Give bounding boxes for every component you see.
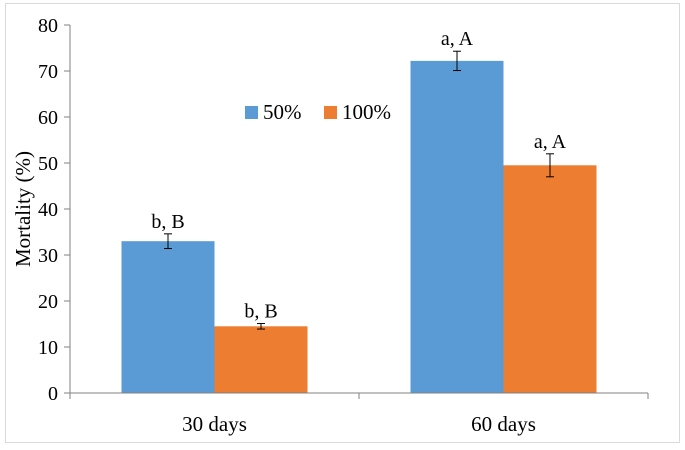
data-labels: b, B b, B a, A a, A [151,28,566,322]
y-tick-label: 20 [38,291,58,313]
data-label: b, B [151,211,184,233]
legend: 50% 100% [245,100,391,124]
x-category-labels: 30 days 60 days [182,412,536,436]
y-tick-label: 80 [38,15,58,37]
bar [503,165,597,393]
legend-swatch-50 [245,106,258,119]
bars-layer [121,50,597,393]
legend-label-50: 50% [263,100,302,124]
y-tick-label: 10 [38,337,58,359]
y-tick-label: 0 [48,383,58,405]
y-tick-label: 60 [38,107,58,129]
data-label: a, A [441,28,474,50]
data-label: b, B [244,301,277,323]
legend-label-100: 100% [342,100,391,124]
x-category-label: 30 days [182,412,247,436]
bar [121,241,215,393]
bar [214,326,308,393]
y-ticks: 0 10 20 30 40 50 60 70 80 [38,15,649,405]
chart-frame [5,3,680,443]
legend-swatch-100 [324,106,337,119]
y-tick-label: 70 [38,61,58,83]
data-label: a, A [534,131,567,153]
bar [410,60,504,393]
y-tick-label: 50 [38,153,58,175]
y-tick-label: 40 [38,199,58,221]
y-tick-label: 30 [38,245,58,267]
x-category-label: 60 days [471,412,536,436]
y-axis-title: Mortality (%) [11,151,35,267]
